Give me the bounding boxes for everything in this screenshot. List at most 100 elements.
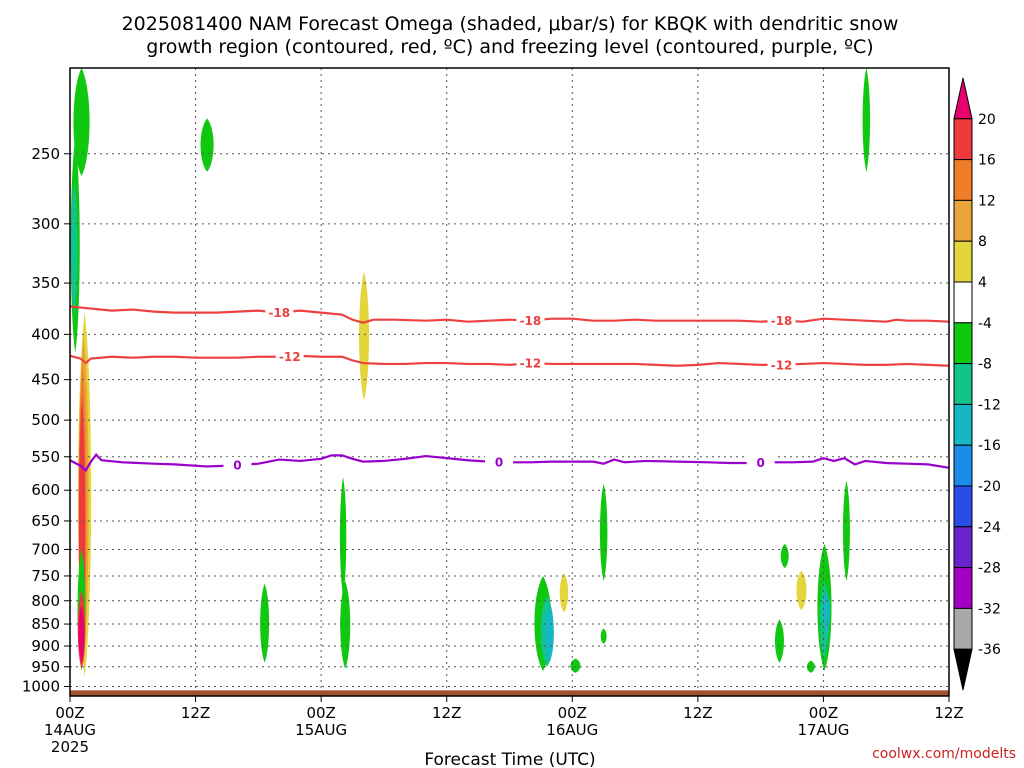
contour-layer: -18 -18 -18 -12 -12 -12 0 0 0 xyxy=(69,304,950,474)
omega-region-4 xyxy=(359,271,370,401)
colorbar-tick-9: -20 xyxy=(978,479,1001,495)
colorbar-bin-12 xyxy=(953,567,973,609)
y-axis: 250 300 350 400 450 500 550 600 650 700 750 800 850 9… xyxy=(22,145,70,696)
colorbar-tick-0: 20 xyxy=(978,112,996,128)
contour-label-bg-0-0 xyxy=(265,304,294,321)
x-tick-label-48: 00Z xyxy=(558,704,587,722)
omega-region-30 xyxy=(862,68,871,172)
contour-label-1-1: -12 xyxy=(520,357,542,371)
colorbar-bin-7 xyxy=(953,363,973,405)
plot-background xyxy=(70,68,949,696)
x-tick-date-0: 14AUG xyxy=(44,721,96,739)
plot-area: -18 -18 -18 -12 -12 -12 0 0 0 xyxy=(69,67,950,697)
contour-label-2-2: 0 xyxy=(756,456,764,470)
colorbar-bin-1 xyxy=(953,118,973,161)
colorbar-bin-6 xyxy=(953,322,973,365)
omega-region-2 xyxy=(70,183,78,315)
colorbar-bin-11 xyxy=(953,526,973,569)
colorbar-tick-8: -16 xyxy=(978,438,1001,454)
y-tick-label-900: 900 xyxy=(31,637,60,655)
contour-label-bg-2-1 xyxy=(485,453,514,470)
plot-frame xyxy=(69,67,950,697)
colorbar-bin-2 xyxy=(953,159,973,201)
y-tick-label-500: 500 xyxy=(31,411,60,429)
y-tick-label-800: 800 xyxy=(31,592,60,610)
y-tick-label-750: 750 xyxy=(31,567,60,585)
colorbar-tick-11: -28 xyxy=(978,561,1001,577)
colorbar-tick-10: -24 xyxy=(978,520,1001,536)
omega-region-20 xyxy=(599,483,608,582)
colorbar-bin-13 xyxy=(953,607,973,650)
contour-label-0-2: -18 xyxy=(771,314,793,328)
contour-label-1-0: -12 xyxy=(279,350,301,364)
contour-label-2-0: 0 xyxy=(233,459,241,473)
x-tick-label-0: 00Z xyxy=(55,704,84,722)
x-tick-date-48: 16AUG xyxy=(546,721,598,739)
omega-region-12 xyxy=(260,583,270,663)
y-tick-label-950: 950 xyxy=(31,658,60,676)
contour-label-bg-1-2 xyxy=(767,356,796,373)
x-tick-date-24: 15AUG xyxy=(295,721,347,739)
contour-label-bg-2-2 xyxy=(746,454,775,471)
x-tick-label-12: 12Z xyxy=(181,704,210,722)
omega-region-28 xyxy=(842,480,850,582)
omega-region-13 xyxy=(339,477,347,596)
terrain-bar xyxy=(70,690,949,696)
x-tick-label-24: 00Z xyxy=(306,704,335,722)
omega-region-18 xyxy=(559,573,569,613)
omega-region-3 xyxy=(200,118,214,172)
colorbar-tick-2: 12 xyxy=(978,193,996,209)
colorbar-tick-13: -36 xyxy=(978,642,1001,658)
chart-title-line-1: 2025081400 NAM Forecast Omega (shaded, μ… xyxy=(122,13,899,35)
contour-label-bg-1-1 xyxy=(516,355,545,372)
x-axis-title: Forecast Time (UTC) xyxy=(424,750,595,768)
omega-region-29 xyxy=(806,660,815,673)
omega-region-19 xyxy=(570,658,581,673)
y-tick-label-1000: 1000 xyxy=(22,678,60,696)
contour-label-bg-0-1 xyxy=(516,312,545,329)
omega-region-22 xyxy=(780,543,789,569)
colorbar-tick-5: -4 xyxy=(978,316,992,332)
contour-label-bg-0-2 xyxy=(767,312,796,329)
omega-region-11 xyxy=(78,605,85,663)
colorbar-tick-4: 4 xyxy=(978,275,987,291)
contour-label-0-1: -18 xyxy=(520,314,542,328)
colorbar-tick-1: 16 xyxy=(978,153,996,169)
grid-layer xyxy=(70,68,949,696)
contour-dgz-0 xyxy=(69,305,950,324)
colorbar-bin-4 xyxy=(953,240,973,283)
contour-label-0-0: -18 xyxy=(268,306,290,320)
x-tick-label-36: 12Z xyxy=(432,704,461,722)
y-tick-label-600: 600 xyxy=(31,481,60,499)
y-tick-label-350: 350 xyxy=(31,274,60,292)
credit-text: coolwx.com/modelts xyxy=(872,746,1016,762)
y-tick-label-450: 450 xyxy=(31,371,60,389)
y-tick-label-700: 700 xyxy=(31,540,60,558)
y-tick-label-400: 400 xyxy=(31,325,60,343)
contour-label-bg-2-0 xyxy=(223,457,252,474)
omega-region-0 xyxy=(73,68,90,177)
colorbar-tick-3: 8 xyxy=(978,234,987,250)
colorbar-tick-6: -8 xyxy=(978,357,992,373)
omega-region-27 xyxy=(823,591,831,633)
colorbar-bin-8 xyxy=(953,403,973,446)
colorbar-bin-bottom xyxy=(953,648,973,691)
colorbar-tick-12: -32 xyxy=(978,601,1001,617)
y-tick-label-650: 650 xyxy=(31,512,60,530)
chart-title-line-2: growth region (contoured, red, ºC) and f… xyxy=(146,36,873,58)
y-tick-label-250: 250 xyxy=(31,145,60,163)
omega-region-14 xyxy=(340,581,351,669)
x-tick-label-60: 12Z xyxy=(683,704,712,722)
terrain-layer xyxy=(70,690,949,696)
omega-shading-layer xyxy=(70,68,871,677)
colorbar-bin-9 xyxy=(953,444,973,487)
colorbar: 20 16 12 8 4 -4 -8 -12 -16 -20 -24 -28 -32 -36 xyxy=(953,77,1001,691)
contour-label-bg-1-0 xyxy=(275,348,304,365)
y-tick-label-850: 850 xyxy=(31,615,60,633)
omega-region-21 xyxy=(600,628,607,644)
x-tick-date-72: 17AUG xyxy=(797,721,849,739)
colorbar-bin-10 xyxy=(953,485,973,528)
y-tick-label-550: 550 xyxy=(31,448,60,466)
